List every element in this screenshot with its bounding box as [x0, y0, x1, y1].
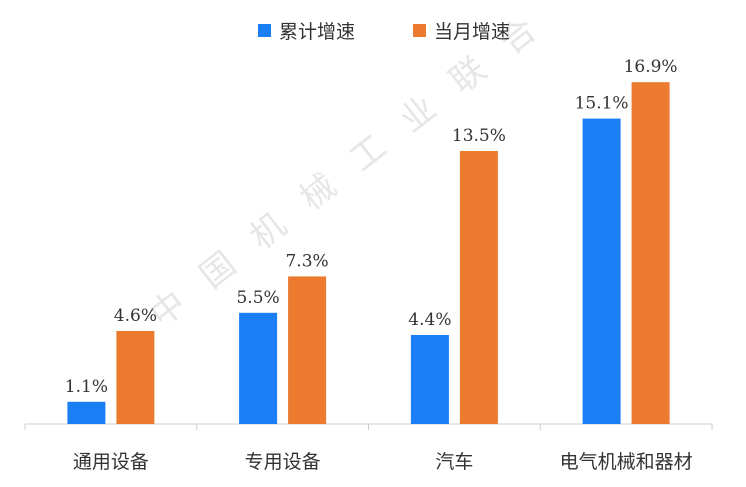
data-label: 7.3% — [285, 251, 328, 271]
data-label: 13.5% — [452, 126, 506, 146]
category-label: 汽车 — [435, 451, 473, 473]
bar-monthly — [288, 276, 327, 424]
watermark-char: 机 — [243, 205, 294, 257]
watermark-char: 联 — [443, 49, 494, 101]
bar-cumulative — [410, 335, 449, 424]
bars — [67, 82, 670, 424]
data-label: 4.4% — [408, 310, 451, 330]
category-label: 专用设备 — [245, 451, 321, 473]
bar-cumulative — [239, 312, 278, 424]
watermark-char: 业 — [393, 88, 444, 140]
value-labels: 1.1% 4.6% 5.5% 7.3% 4.4% 13.5% 15.1% 16.9% — [65, 57, 678, 397]
watermark-char: 械 — [293, 166, 344, 218]
legend-swatch-monthly — [413, 24, 426, 37]
bar-cumulative — [582, 118, 621, 424]
data-label: 16.9% — [624, 57, 678, 77]
legend: 累计增速 当月增速 — [258, 21, 510, 43]
category-labels: 通用设备 专用设备 汽车 电气机械和器材 — [73, 451, 693, 473]
bar-monthly — [116, 331, 155, 424]
bar-monthly — [631, 82, 670, 424]
data-label: 4.6% — [114, 306, 157, 326]
legend-swatch-cumulative — [258, 24, 271, 37]
bar-monthly — [459, 151, 498, 424]
watermark-char: 工 — [343, 127, 394, 179]
x-axis-ticks — [24, 424, 713, 430]
legend-label-monthly: 当月增速 — [434, 21, 510, 43]
data-label: 5.5% — [236, 288, 279, 308]
bar-cumulative — [67, 401, 106, 424]
data-label: 15.1% — [575, 94, 629, 114]
data-label: 1.1% — [65, 377, 108, 397]
category-label: 通用设备 — [73, 451, 149, 473]
category-label: 电气机械和器材 — [560, 451, 693, 473]
legend-label-cumulative: 累计增速 — [279, 21, 355, 43]
